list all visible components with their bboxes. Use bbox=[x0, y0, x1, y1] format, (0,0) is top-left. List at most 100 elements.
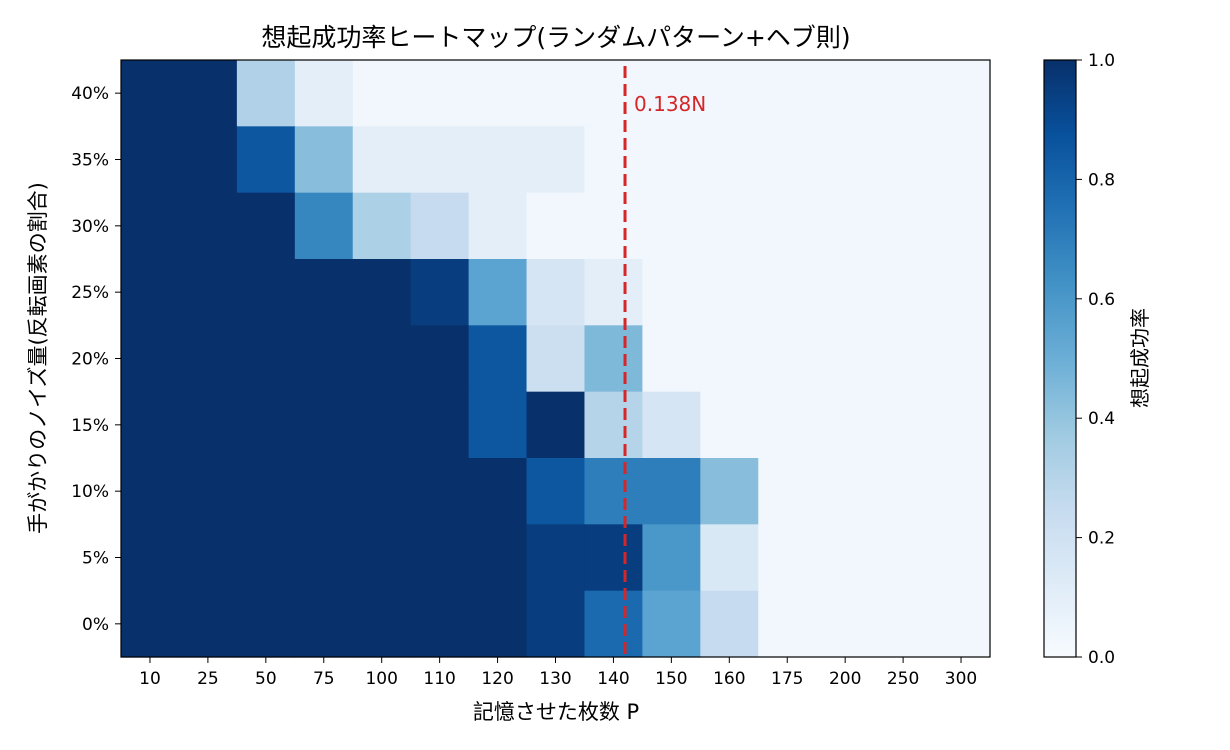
heatmap-cell bbox=[121, 192, 180, 260]
colorbar-tick-label: 0.6 bbox=[1088, 290, 1115, 310]
heatmap-cell bbox=[642, 458, 701, 525]
heatmap-cell bbox=[816, 192, 875, 260]
heatmap-cell bbox=[526, 259, 586, 326]
heatmap-cell bbox=[874, 524, 933, 592]
heatmap-cell bbox=[121, 458, 180, 525]
y-axis-label: 手がかりのノイズ量(反転画素の割合) bbox=[26, 182, 50, 534]
heatmap-cell bbox=[178, 259, 238, 326]
heatmap-cell bbox=[294, 325, 354, 393]
heatmap-cell bbox=[178, 192, 238, 260]
heatmap-cell bbox=[642, 590, 701, 658]
heatmap-cell bbox=[874, 391, 933, 459]
heatmap-cell bbox=[584, 192, 643, 260]
heatmap-cell bbox=[758, 458, 817, 525]
heatmap-cell bbox=[816, 590, 875, 658]
x-tick-label: 120 bbox=[481, 669, 513, 689]
heatmap-cell bbox=[700, 391, 759, 459]
heatmap-cell bbox=[121, 259, 180, 326]
heatmap-cell bbox=[642, 126, 701, 194]
heatmap-cell bbox=[700, 325, 759, 393]
x-tick-label: 150 bbox=[655, 669, 687, 689]
heatmap-cell bbox=[700, 458, 759, 525]
heatmap-cell bbox=[642, 325, 701, 393]
heatmap-cell bbox=[758, 391, 817, 459]
heatmap-cell bbox=[236, 325, 296, 393]
heatmap-cell bbox=[932, 391, 991, 459]
heatmap-cell bbox=[352, 325, 412, 393]
heatmap-cell bbox=[584, 590, 643, 658]
heatmap-cell bbox=[178, 458, 238, 525]
chart-title: 想起成功率ヒートマップ(ランダムパターン+ヘブ則) bbox=[261, 23, 850, 52]
heatmap-cell bbox=[932, 60, 991, 127]
heatmap-cell bbox=[642, 60, 701, 127]
heatmap-cell bbox=[526, 458, 586, 525]
heatmap-cell bbox=[178, 325, 238, 393]
x-tick-label: 25 bbox=[197, 669, 219, 689]
heatmap-cell bbox=[178, 524, 238, 592]
x-tick-label: 250 bbox=[887, 669, 919, 689]
heatmap-cell bbox=[932, 590, 991, 658]
heatmap-cell bbox=[874, 325, 933, 393]
heatmap-cell bbox=[294, 259, 354, 326]
x-tick-label: 140 bbox=[597, 669, 629, 689]
heatmap-cell bbox=[410, 259, 470, 326]
colorbar-gradient bbox=[1043, 59, 1077, 658]
heatmap-cell bbox=[816, 60, 875, 127]
heatmap-cell bbox=[352, 259, 412, 326]
y-tick-label: 30% bbox=[71, 217, 109, 237]
heatmap-cell bbox=[410, 524, 470, 592]
heatmap-cell bbox=[758, 524, 817, 592]
x-tick-label: 200 bbox=[829, 669, 861, 689]
heatmap-cell bbox=[584, 458, 643, 525]
colorbar-tick-label: 0.2 bbox=[1088, 529, 1115, 549]
heatmap-cell bbox=[352, 590, 412, 658]
heatmap-cell bbox=[816, 391, 875, 459]
heatmap-cells bbox=[121, 60, 991, 658]
heatmap-cell bbox=[932, 126, 991, 194]
heatmap-cell bbox=[468, 325, 528, 393]
colorbar-label: 想起成功率 bbox=[1128, 308, 1152, 408]
heatmap-cell bbox=[584, 325, 643, 393]
heatmap-cell bbox=[236, 524, 296, 592]
heatmap-cell bbox=[236, 391, 296, 459]
heatmap-cell bbox=[584, 391, 643, 459]
heatmap-cell bbox=[236, 590, 296, 658]
x-tick-label: 75 bbox=[313, 669, 335, 689]
heatmap-cell bbox=[468, 192, 528, 260]
heatmap-cell bbox=[642, 524, 701, 592]
heatmap-cell bbox=[236, 60, 296, 127]
colorbar-tick-label: 1.0 bbox=[1088, 51, 1115, 71]
heatmap-cell bbox=[121, 126, 180, 194]
heatmap-cell bbox=[121, 60, 180, 127]
x-tick-label: 175 bbox=[771, 669, 803, 689]
y-tick-label: 0% bbox=[82, 615, 109, 635]
heatmap-cell bbox=[642, 259, 701, 326]
heatmap-cell bbox=[294, 192, 354, 260]
heatmap-cell bbox=[352, 524, 412, 592]
heatmap-cell bbox=[526, 524, 586, 592]
heatmap-cell bbox=[178, 60, 238, 127]
heatmap-cell bbox=[294, 391, 354, 459]
heatmap-cell bbox=[700, 259, 759, 326]
heatmap-cell bbox=[121, 524, 180, 592]
colorbar-tick-label: 0.4 bbox=[1088, 409, 1115, 429]
heatmap-cell bbox=[932, 458, 991, 525]
heatmap-cell bbox=[816, 126, 875, 194]
heatmap-cell bbox=[352, 192, 412, 260]
heatmap-cell bbox=[932, 325, 991, 393]
y-tick-label: 35% bbox=[71, 151, 109, 171]
x-axis-label: 記憶させた枚数 P bbox=[473, 700, 639, 724]
heatmap-cell bbox=[584, 126, 643, 194]
heatmap-cell bbox=[294, 590, 354, 658]
heatmap-cell bbox=[816, 325, 875, 393]
heatmap-cell bbox=[932, 259, 991, 326]
x-tick-label: 300 bbox=[945, 669, 977, 689]
y-tick-label: 15% bbox=[71, 416, 109, 436]
y-tick-label: 20% bbox=[71, 350, 109, 370]
heatmap-cell bbox=[468, 458, 528, 525]
colorbar-ticks: 0.0 0.2 0.4 0.6 0.8 1.0 bbox=[1076, 51, 1115, 668]
heatmap-cell bbox=[874, 126, 933, 194]
heatmap-cell bbox=[874, 458, 933, 525]
heatmap-cell bbox=[468, 524, 528, 592]
